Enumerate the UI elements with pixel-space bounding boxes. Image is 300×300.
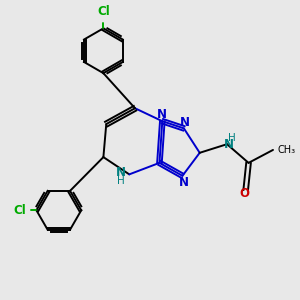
Text: Cl: Cl bbox=[14, 204, 26, 217]
Text: N: N bbox=[157, 108, 167, 122]
Text: N: N bbox=[180, 116, 190, 128]
Text: N: N bbox=[224, 138, 233, 151]
Text: H: H bbox=[228, 134, 236, 143]
Text: O: O bbox=[239, 187, 249, 200]
Text: N: N bbox=[116, 167, 126, 179]
Text: Cl: Cl bbox=[97, 5, 110, 18]
Text: CH₃: CH₃ bbox=[277, 145, 296, 155]
Text: H: H bbox=[117, 176, 124, 186]
Text: N: N bbox=[179, 176, 189, 190]
